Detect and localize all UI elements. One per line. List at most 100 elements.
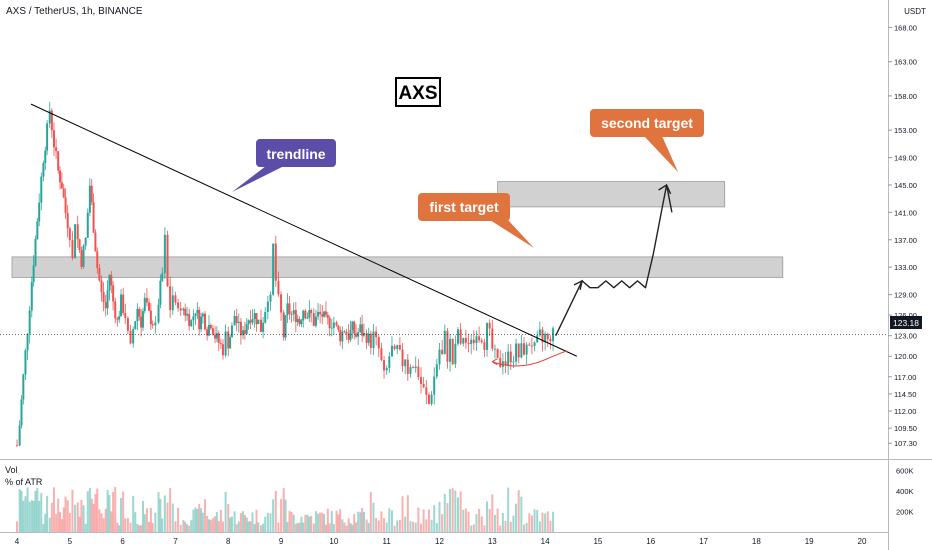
price-tick-label: 158.00 <box>894 92 917 101</box>
time-tick-label: 11 <box>383 537 392 546</box>
candle-body <box>319 311 322 314</box>
candle-body <box>404 359 407 367</box>
volume-bar <box>55 513 58 532</box>
candle-body <box>242 330 245 336</box>
volume-bar <box>129 522 132 532</box>
volume-bar <box>66 500 69 532</box>
candle-body <box>141 311 144 328</box>
time-tick-label: 17 <box>699 537 708 546</box>
candle-body <box>446 330 449 362</box>
candle-body <box>50 110 53 131</box>
volume-bar <box>145 508 148 532</box>
last-price-value: 123.18 <box>893 318 919 328</box>
volume-bar <box>272 499 275 532</box>
volume-bar <box>552 511 555 532</box>
volume-bar <box>425 519 428 532</box>
candle-body <box>321 313 324 317</box>
volume-bar <box>194 507 197 532</box>
volume-bar <box>243 514 246 532</box>
candle-body <box>132 329 135 344</box>
volume-bar <box>499 525 502 532</box>
price-tick-label: 145.00 <box>894 181 917 190</box>
volume-bar <box>470 525 473 532</box>
volume-bar <box>355 522 358 532</box>
candle-body <box>161 273 164 281</box>
candles <box>16 101 555 447</box>
candle-body <box>96 251 99 269</box>
volume-bar <box>140 525 143 532</box>
volume-bar <box>126 518 129 532</box>
volume-bar <box>28 501 31 532</box>
volume-bar <box>300 516 303 532</box>
candle-body <box>200 316 203 330</box>
candle-body <box>194 313 197 317</box>
candle-body <box>417 366 420 378</box>
volume-bar <box>312 523 315 532</box>
candle-body <box>126 318 129 331</box>
volume-bar <box>302 522 305 532</box>
volume-bar <box>50 502 53 532</box>
candle-body <box>520 343 523 358</box>
volume-bar <box>98 509 101 532</box>
volume-bar <box>443 493 446 532</box>
volume-bar <box>449 488 452 532</box>
volume-bar <box>536 509 539 532</box>
candle-body <box>517 343 520 358</box>
volume-bar <box>179 524 182 532</box>
candle-body <box>491 328 494 349</box>
candle-body <box>116 318 119 320</box>
candle-body <box>549 339 552 342</box>
candle-body <box>259 319 262 332</box>
volume-bar <box>538 521 541 532</box>
volume-bar <box>332 524 335 532</box>
volume-bar <box>515 503 518 532</box>
candle-body <box>64 197 67 214</box>
volume-bar <box>396 520 399 532</box>
volume-bar <box>68 512 71 532</box>
price-tick-label: 126.00 <box>894 311 917 320</box>
candle-body <box>148 302 151 311</box>
volume-bar <box>409 521 412 532</box>
volume-bar <box>34 490 37 532</box>
candle-body <box>221 344 224 356</box>
volume-bar <box>59 512 62 532</box>
candle-body <box>122 294 125 314</box>
volume-bar <box>80 499 83 532</box>
drawings <box>0 103 888 367</box>
volume-bar <box>124 518 127 532</box>
candle-body <box>62 188 65 198</box>
volume-bar <box>108 494 111 532</box>
volume-bar <box>38 500 41 532</box>
candle-body <box>215 333 218 339</box>
volume-bar <box>390 510 393 532</box>
volume-bar <box>528 513 531 532</box>
volume-bar <box>375 518 378 532</box>
candle-body <box>214 334 217 339</box>
candle-body <box>296 319 299 323</box>
volume-bar <box>204 499 207 532</box>
volume-bar <box>523 524 525 532</box>
candle-body <box>286 303 289 316</box>
candle-body <box>84 237 87 246</box>
candle-body <box>60 182 63 189</box>
volume-bar <box>26 487 29 532</box>
candle-body <box>396 344 399 350</box>
volume-bar <box>478 509 481 532</box>
candle-body <box>106 290 109 309</box>
volume-bar <box>132 495 135 532</box>
volume-bar <box>339 509 342 532</box>
candle-body <box>36 221 39 240</box>
candle-body <box>523 343 525 355</box>
volume-bar <box>154 512 157 532</box>
volume-bar <box>520 496 523 532</box>
candle-body <box>186 313 189 316</box>
volume-bar <box>294 523 297 532</box>
price-tick-label: 114.50 <box>894 390 916 399</box>
candle-body <box>38 202 41 222</box>
volume-bar <box>404 516 407 532</box>
candle-body <box>345 331 348 334</box>
volume-bar <box>78 516 81 532</box>
candle-body <box>90 185 93 203</box>
volume-bar <box>148 521 151 532</box>
